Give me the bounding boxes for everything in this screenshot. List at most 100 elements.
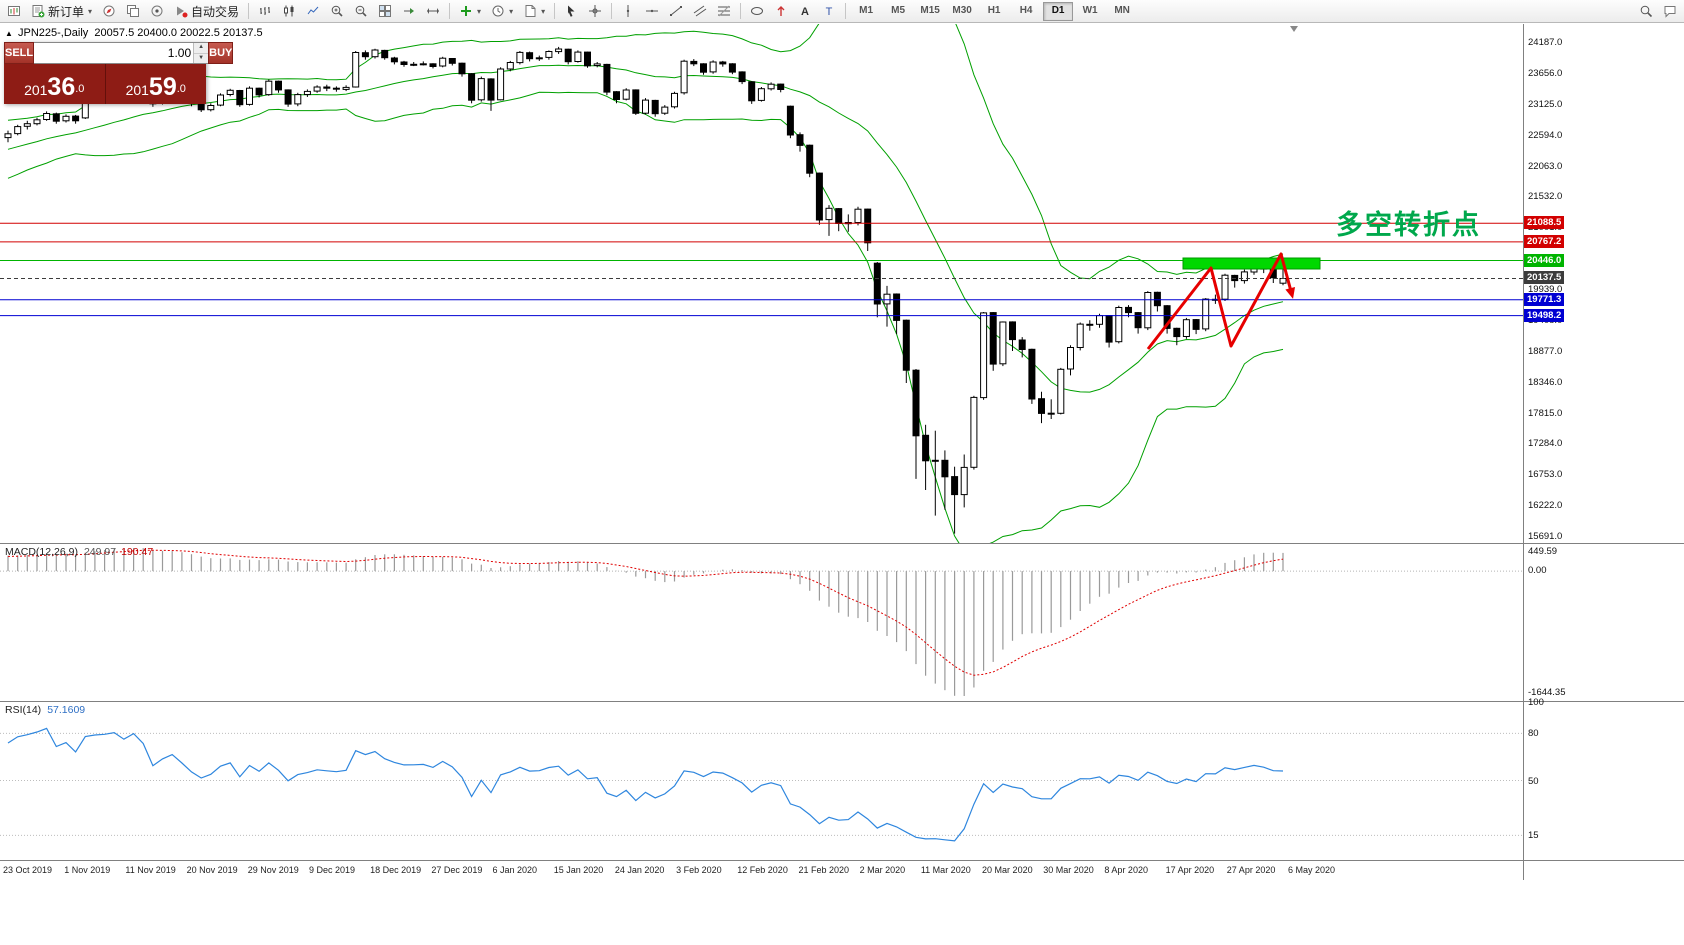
toolbar-separator [554,3,556,19]
rsi-plot[interactable] [0,702,1523,859]
timeframe-m15-button[interactable]: M15 [920,4,940,16]
timeframe-m1-button[interactable]: M1 [859,4,874,16]
auto-trading-button[interactable]: 自动交易 [170,0,243,22]
rsi-axis-label: 15 [1528,830,1539,842]
circledot-icon [151,5,163,17]
chart-title: ▲ JPN225-,Daily 20057.5 20400.0 20022.5 … [5,27,263,39]
timeframe-m30-button[interactable]: M30 [952,4,972,16]
periods-button[interactable]: ▾ [487,0,517,22]
tile-windows-button[interactable] [374,0,396,22]
channel-icon [693,5,707,17]
price-tick: 22594.0 [1528,129,1563,141]
indicators-button[interactable]: ▾ [455,0,485,22]
time-label: 15 Jan 2020 [553,865,604,875]
zoom-out-button[interactable] [350,0,372,22]
timeframe-h1-button[interactable]: H1 [987,4,1001,16]
time-label: 6 Jan 2020 [492,865,538,875]
profiles-button[interactable] [122,0,144,22]
linech-icon [307,6,319,15]
price-tick: 23656.0 [1528,67,1563,79]
timeframe-mn-button[interactable]: MN [1114,4,1130,16]
timeframe-h4-button[interactable]: H4 [1019,4,1033,16]
buy-price[interactable]: 201 59.0 [105,64,206,104]
chart-shift-button[interactable] [422,0,444,22]
macd-axis-max: 449.59 [1528,546,1558,557]
price-tick: 24187.0 [1528,37,1563,48]
hline-icon [646,9,659,13]
price-tick: 21532.0 [1528,191,1563,203]
trendline-button[interactable] [665,0,687,22]
new-chart-button[interactable] [3,0,25,22]
time-label: 11 Nov 2019 [125,865,176,875]
line-chart-button[interactable] [302,0,324,22]
vline-icon [626,5,630,17]
navigator-button[interactable] [98,0,120,22]
arrows-button[interactable] [770,0,792,22]
time-label: 1 Nov 2019 [64,865,111,875]
buy-button[interactable]: BUY [208,42,234,64]
shapes-button[interactable] [746,0,768,22]
price-tick: 15691.0 [1528,531,1563,542]
templates-button[interactable]: ▾ [519,0,549,22]
search-icon [1640,5,1653,18]
time-label: 21 Feb 2020 [798,865,850,875]
time-label: 11 Mar 2020 [920,865,971,875]
clock-icon [492,5,504,17]
time-label: 8 Apr 2020 [1104,865,1148,875]
vertical-line-button[interactable] [617,0,639,22]
timeframe-w1-button[interactable]: W1 [1082,4,1098,16]
cursor-button[interactable] [560,0,582,22]
price-tick: 19939.0 [1528,284,1563,295]
search-button[interactable] [1635,0,1657,22]
chevron-down-icon: ▾ [477,6,482,16]
oneclick-collapse-icon[interactable]: ▲ [5,29,13,38]
toolbar-separator [845,3,847,19]
text-button[interactable]: A [794,0,816,22]
macd-axis-zero: 0.00 [1528,565,1547,577]
channel-button[interactable] [689,0,711,22]
candlestick-plot[interactable] [0,24,1523,543]
timeframe-d1-button[interactable]: D1 [1043,1,1074,21]
lot-spinner: ▲ ▼ [193,43,209,63]
order-icon [32,5,45,18]
macd-plot[interactable] [0,544,1523,700]
symbol-period-label: JPN225-,Daily [17,27,89,39]
community-button[interactable] [146,0,168,22]
lot-increase-button[interactable]: ▲ [194,43,209,54]
chart-shift-marker [1290,26,1298,32]
pane-splitter[interactable] [0,543,1684,544]
chat-button[interactable] [1659,0,1681,22]
horizontal-line-button[interactable] [641,0,663,22]
crosshair-button[interactable] [584,0,606,22]
time-axis[interactable]: 23 Oct 2019 1 Nov 2019 11 Nov 2019 20 Nov 2… [0,860,1684,881]
sell-button[interactable]: SELL [4,42,35,64]
chevron-down-icon: ▾ [509,6,514,16]
sell-price[interactable]: 201 36.0 [4,64,106,104]
time-label: 20 Nov 2019 [186,865,238,875]
chevron-down-icon: ▾ [541,6,546,16]
pane-splitter[interactable] [0,701,1684,702]
macd-axis-min: -1644.35 [1528,687,1566,698]
new-order-button[interactable]: 新订单 ▾ [27,0,96,22]
toolbar-separator [248,3,250,19]
auto-scroll-button[interactable] [398,0,420,22]
zoomin-icon [331,5,343,17]
price-badge: 20767.2 [1524,234,1565,248]
timeframe-m5-button[interactable]: M5 [891,4,906,16]
zoom-in-button[interactable] [326,0,348,22]
time-label: 24 Jan 2020 [614,865,665,875]
price-tick: 23125.0 [1528,98,1563,110]
candle-chart-button[interactable] [278,0,300,22]
lot-size-input[interactable] [34,43,194,63]
plusg-icon [461,6,472,16]
chartwin-icon [8,6,20,16]
text-label-button[interactable]: T [818,0,840,22]
price-tick: 22063.0 [1528,160,1563,172]
price-badge: 20137.5 [1524,271,1565,285]
time-label: 23 Oct 2019 [3,865,53,875]
bar-chart-button[interactable] [254,0,276,22]
fibonacci-button[interactable] [713,0,735,22]
lot-decrease-button[interactable]: ▼ [194,53,209,63]
time-label: 18 Dec 2019 [370,865,422,875]
